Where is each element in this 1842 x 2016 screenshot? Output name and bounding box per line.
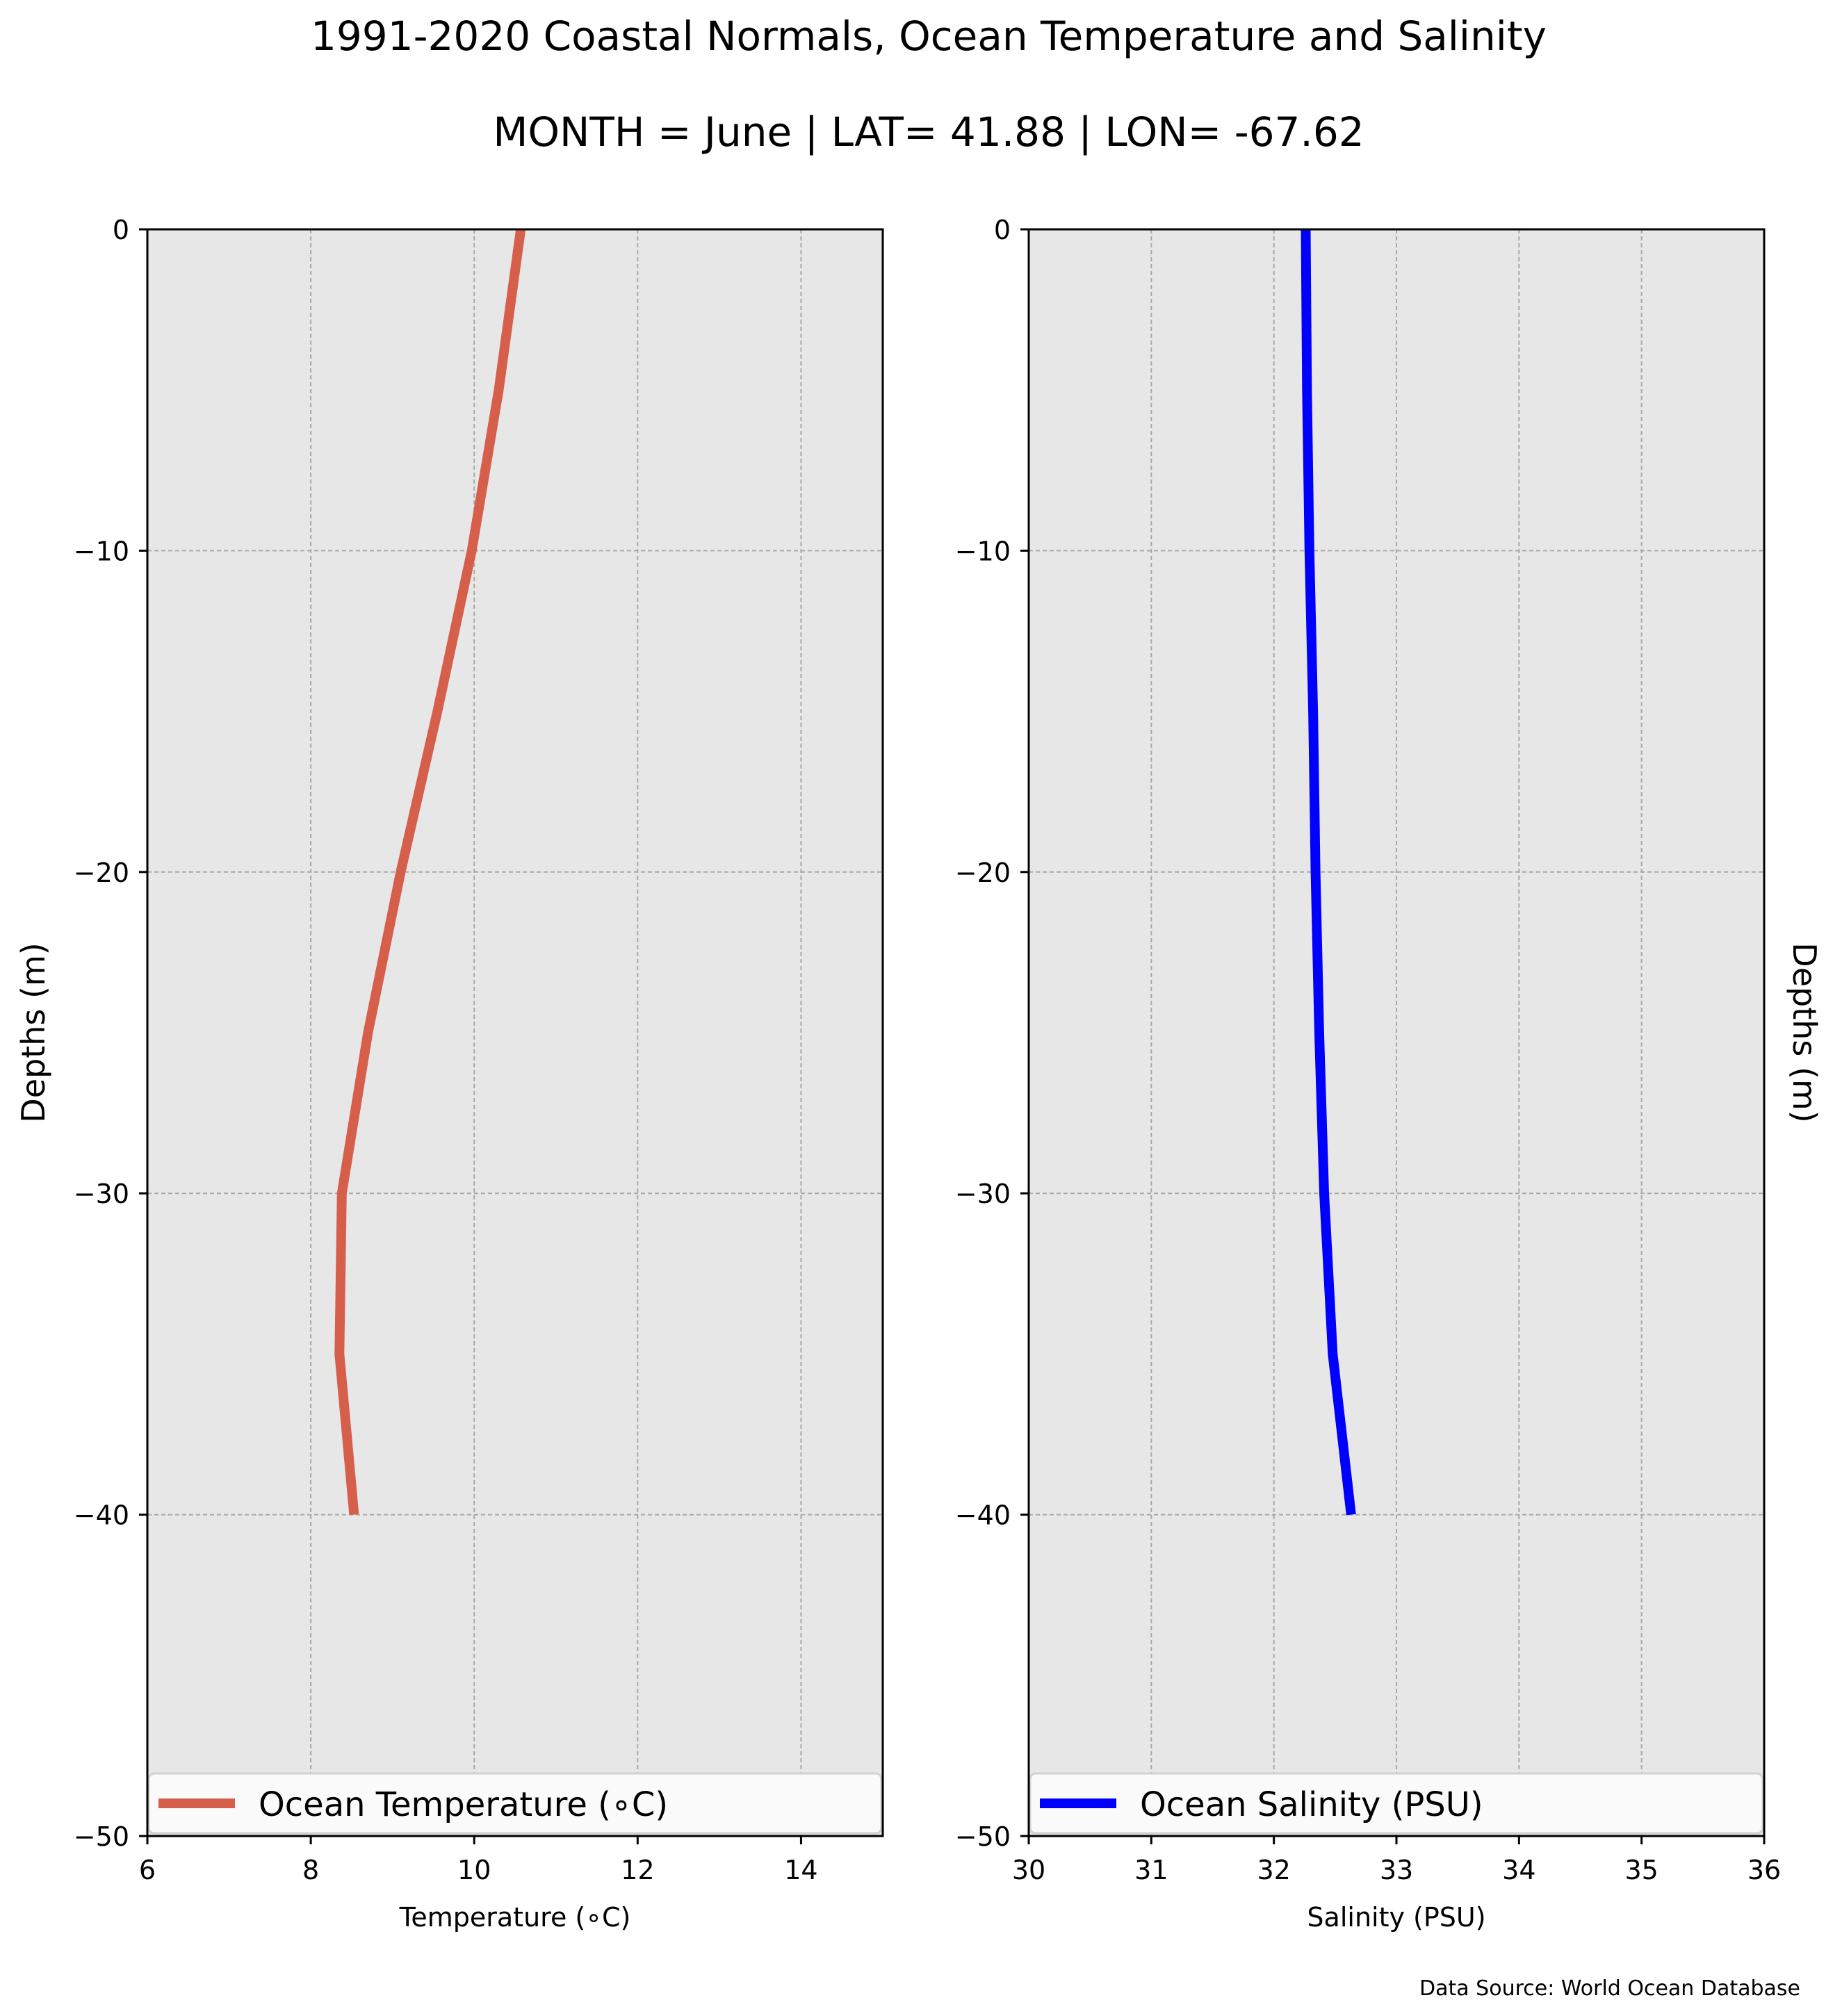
y-axis-label: Depths (m) (1786, 942, 1823, 1122)
x-tick-label: 14 (784, 1855, 817, 1885)
series-line (334, 229, 526, 1516)
data-source-note: Data Source: World Ocean Database (1419, 1976, 1800, 2001)
legend-box (147, 1772, 883, 1835)
y-tick-label: −30 (74, 1179, 129, 1209)
legend-label: Ocean Temperature (∘C) (259, 1785, 668, 1824)
salinity-panel: Ocean Salinity (PSU) 30 31 32 33 34 35 36 0 −10 −2… (955, 215, 1823, 1933)
x-tick-label: 6 (139, 1855, 156, 1885)
y-tick-label: −20 (955, 858, 1011, 888)
y-tick-label: −50 (955, 1821, 1011, 1852)
y-tick-label: 0 (994, 215, 1011, 245)
y-tick-label: −10 (955, 536, 1011, 566)
x-tick-label: 32 (1257, 1855, 1290, 1885)
x-tick-label: 8 (302, 1855, 319, 1885)
y-tick-label: −30 (955, 1179, 1011, 1209)
chart-subtitle: MONTH = June | LAT= 41.88 | LON= -67.62 (493, 108, 1364, 156)
legend-box (1029, 1772, 1764, 1835)
x-tick-label: 12 (621, 1855, 654, 1885)
temperature-panel: Ocean Temperature (∘C) 6 8 10 12 14 0 −10 −20 −30… (15, 215, 884, 1933)
y-tick-label: −40 (74, 1500, 129, 1531)
x-tick-label: 35 (1624, 1855, 1658, 1885)
x-tick-label: 31 (1134, 1855, 1168, 1885)
y-tick-label: −10 (74, 536, 129, 566)
chart-title: 1991-2020 Coastal Normals, Ocean Tempera… (311, 13, 1547, 60)
y-tick-label: −40 (955, 1500, 1011, 1531)
x-tick-label: 10 (457, 1855, 491, 1885)
x-tick-label: 34 (1502, 1855, 1535, 1885)
x-axis-label: Temperature (∘C) (399, 1902, 631, 1933)
plot-background (147, 229, 883, 1836)
y-tick-label: −20 (74, 858, 129, 888)
y-tick-label: 0 (113, 215, 129, 245)
x-tick-label: 30 (1012, 1855, 1045, 1885)
x-axis-label: Salinity (PSU) (1307, 1902, 1485, 1933)
x-tick-label: 33 (1380, 1855, 1413, 1885)
axes-frame (146, 228, 884, 1837)
series-line (1301, 229, 1356, 1516)
x-tick-label: 36 (1747, 1855, 1781, 1885)
y-axis-label: Depths (m) (15, 942, 52, 1122)
legend-label: Ocean Salinity (PSU) (1140, 1785, 1483, 1824)
y-tick-label: −50 (74, 1821, 129, 1852)
